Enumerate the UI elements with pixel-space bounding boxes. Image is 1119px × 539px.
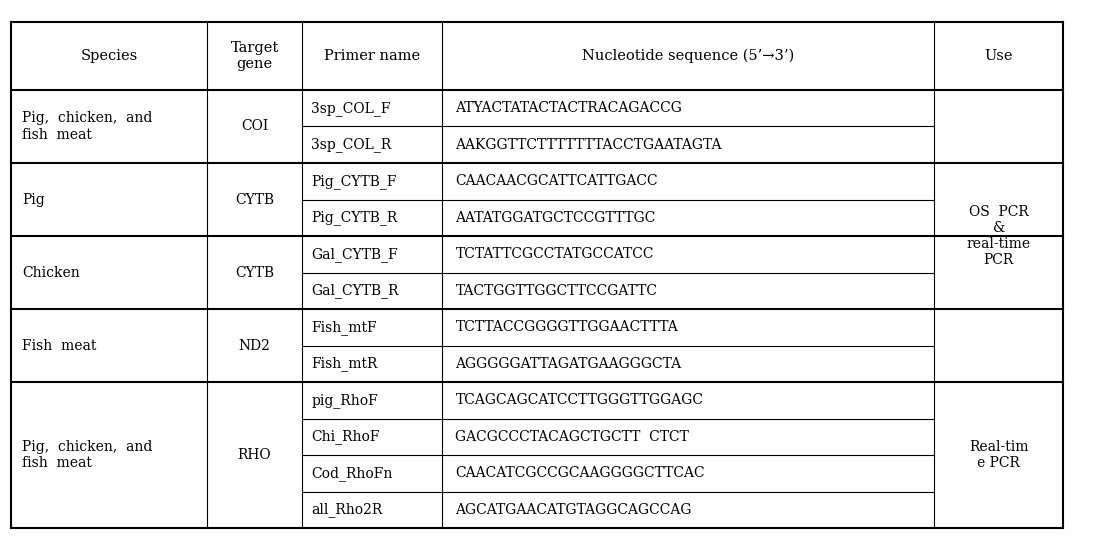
Text: TCTTACCGGGGTTGGAACTTTA: TCTTACCGGGGTTGGAACTTTA [455, 320, 678, 334]
Text: CAACAACGCATTCATTGACC: CAACAACGCATTCATTGACC [455, 174, 658, 188]
Text: Pig,  chicken,  and
fish  meat: Pig, chicken, and fish meat [22, 440, 153, 470]
Text: Cod_RhoFn: Cod_RhoFn [311, 466, 393, 481]
Text: ND2: ND2 [238, 338, 271, 353]
Text: AATATGGATGCTCCGTTTGC: AATATGGATGCTCCGTTTGC [455, 211, 656, 225]
Text: pig_RhoF: pig_RhoF [311, 393, 378, 408]
Text: Fish_mtF: Fish_mtF [311, 320, 377, 335]
Text: Primer name: Primer name [325, 49, 420, 63]
Text: OS  PCR
&
real-time
PCR: OS PCR & real-time PCR [967, 205, 1031, 267]
Text: 3sp_COL_R: 3sp_COL_R [311, 137, 392, 152]
Text: Pig_CYTB_R: Pig_CYTB_R [311, 210, 397, 225]
Text: Species: Species [81, 49, 138, 63]
Text: 3sp_COL_F: 3sp_COL_F [311, 101, 391, 116]
Text: Pig,  chicken,  and
fish  meat: Pig, chicken, and fish meat [22, 112, 153, 142]
Text: AAKGGTTCTTTTTTTACCTGAATAGTA: AAKGGTTCTTTTTTTACCTGAATAGTA [455, 138, 722, 152]
Text: AGGGGGATTAGATGAAGGGCTA: AGGGGGATTAGATGAAGGGCTA [455, 357, 681, 371]
Text: ATYACTATACTACTRACAGACCG: ATYACTATACTACTRACAGACCG [455, 101, 683, 115]
Text: GACGCCCTACAGCTGCTT  CTCT: GACGCCCTACAGCTGCTT CTCT [455, 430, 689, 444]
Text: Chicken: Chicken [22, 266, 81, 280]
Text: CYTB: CYTB [235, 192, 274, 206]
Text: Gal_CYTB_R: Gal_CYTB_R [311, 284, 398, 298]
Text: RHO: RHO [237, 448, 272, 462]
Text: all_Rho2R: all_Rho2R [311, 502, 383, 517]
Text: Use: Use [985, 49, 1013, 63]
Text: CYTB: CYTB [235, 266, 274, 280]
Text: AGCATGAACATGTAGGCAGCCAG: AGCATGAACATGTAGGCAGCCAG [455, 503, 692, 517]
Text: TCTATTCGCCTATGCCATCC: TCTATTCGCCTATGCCATCC [455, 247, 653, 261]
Text: TACTGGTTGGCTTCCGATTC: TACTGGTTGGCTTCCGATTC [455, 284, 658, 298]
Text: TCAGCAGCATCCTTGGGTTGGAGC: TCAGCAGCATCCTTGGGTTGGAGC [455, 393, 704, 407]
Text: Fish_mtR: Fish_mtR [311, 356, 377, 371]
Text: Target
gene: Target gene [231, 40, 279, 71]
Text: Fish  meat: Fish meat [22, 338, 96, 353]
Text: Gal_CYTB_F: Gal_CYTB_F [311, 247, 398, 262]
Text: Chi_RhoF: Chi_RhoF [311, 430, 379, 444]
Text: Real-tim
e PCR: Real-tim e PCR [969, 440, 1028, 470]
Text: Pig_CYTB_F: Pig_CYTB_F [311, 174, 396, 189]
Text: CAACATCGCCGCAAGGGGCTTCAC: CAACATCGCCGCAAGGGGCTTCAC [455, 466, 705, 480]
Text: Pig: Pig [22, 192, 45, 206]
Text: COI: COI [241, 120, 269, 134]
Text: Nucleotide sequence (5’→3’): Nucleotide sequence (5’→3’) [582, 49, 794, 63]
